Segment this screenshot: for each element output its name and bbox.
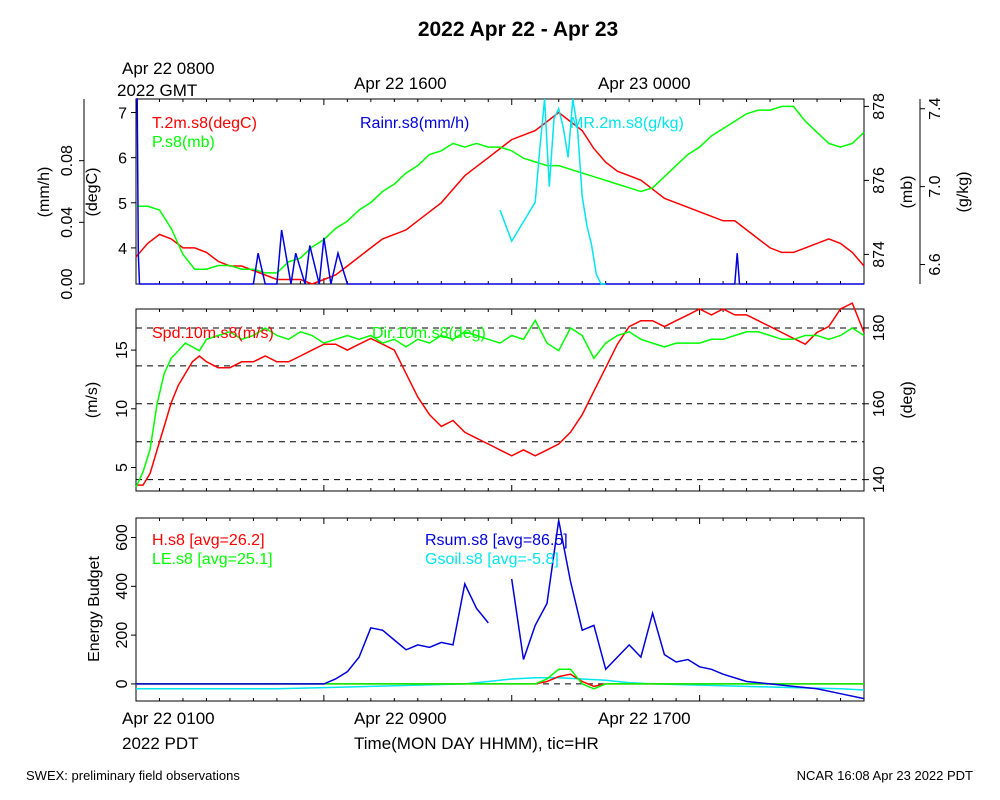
speed-axis-tick-label: 10	[114, 400, 131, 418]
legend-soil-heat: Gsoil.s8 [avg=-5.8]	[425, 551, 559, 568]
legend-temperature: T.2m.s8(degC)	[152, 115, 257, 132]
mr-axis-tick-label: 6.6	[927, 253, 944, 275]
top-time-label-start: Apr 22 0800	[122, 59, 215, 78]
legend-wind-direction: Dir.10m.s8(deg)	[372, 325, 486, 342]
temp-axis-tick-label: 4	[118, 241, 127, 258]
energy-axis-tick-label: 0	[114, 679, 131, 688]
top-time-label-start-year: 2022 GMT	[117, 81, 197, 100]
direction-axis-tick-label: 140	[871, 466, 888, 493]
mixing-ratio-line	[499, 98, 606, 285]
bottom-time-label-start: Apr 22 0100	[122, 709, 215, 728]
mr-axis-tick-label: 7.0	[927, 175, 944, 197]
bottom-time-label-start-zone: 2022 PDT	[122, 734, 199, 753]
energy-axis-tick-label: 200	[114, 622, 131, 649]
top-time-label-end: Apr 23 0000	[598, 74, 691, 93]
latent-heat-line	[136, 668, 864, 690]
wind-speed-line	[136, 302, 865, 486]
pres-axis-tick-label: 874	[871, 241, 888, 268]
radiation-sum-line	[136, 520, 865, 700]
temp-axis-tick-label: 5	[118, 196, 127, 213]
rain-axis-tick-label: 0.00	[59, 268, 76, 299]
speed-axis-tick-label: 15	[114, 341, 131, 359]
speed-axis-label: (m/s)	[84, 382, 101, 418]
legend-mixing-ratio: MR.2m.s8(g/kg)	[570, 115, 684, 132]
mr-axis-label: (g/kg)	[955, 172, 972, 213]
rain-axis-label: (mm/h)	[36, 167, 53, 218]
figure-title: 2022 Apr 22 - Apr 23	[418, 18, 618, 41]
rain-axis-tick-label: 0.08	[59, 145, 76, 176]
temp-axis-tick-label: 6	[118, 151, 127, 168]
temp-axis-label: (degC)	[84, 168, 101, 217]
pressure-line	[136, 105, 865, 274]
footer-timestamp: NCAR 16:08 Apr 23 2022 PDT	[796, 768, 973, 783]
rain-rate-line	[136, 98, 864, 285]
wind-direction-line	[135, 318, 865, 488]
direction-axis-label: (deg)	[899, 381, 916, 418]
mr-axis-tick-label: 7.4	[927, 98, 944, 120]
temp-axis-tick-label: 7	[118, 106, 127, 123]
speed-axis-tick-label: 5	[114, 463, 131, 472]
pres-axis-tick-label: 876	[871, 167, 888, 194]
energy-axis-label: Energy Budget	[86, 556, 103, 662]
rain-axis-tick-label: 0.04	[59, 207, 76, 238]
direction-axis-tick-label: 180	[871, 315, 888, 342]
legend-latent-heat: LE.s8 [avg=25.1]	[152, 551, 273, 568]
temperature-line	[135, 111, 865, 285]
legend-sensible-heat: H.s8 [avg=26.2]	[152, 532, 265, 549]
energy-panel: Energy Budget 0 200 400 600 H.s8 [avg=26.2]…	[86, 517, 865, 702]
energy-axis-tick-label: 400	[114, 573, 131, 600]
x-axis-title: Time(MON DAY HHMM), tic=HR	[354, 734, 599, 753]
bottom-time-label-end: Apr 22 1700	[598, 709, 691, 728]
legend-wind-speed: Spd.10m.s8(m/s)	[152, 325, 274, 342]
legend-pressure: P.s8(mb)	[152, 134, 215, 151]
legend-rain-rate: Rainr.s8(mm/h)	[360, 115, 469, 132]
pres-axis-label: (mb)	[899, 176, 916, 209]
bottom-time-label-mid: Apr 22 0900	[354, 709, 447, 728]
soil-heat-line	[136, 677, 865, 691]
pres-axis-tick-label: 878	[871, 93, 888, 120]
footer-source-note: SWEX: preliminary field observations	[26, 768, 240, 783]
met-panel: (mm/h) (degC) (mb) (g/kg) 0.00 0.04 0.08 4 5…	[36, 93, 972, 300]
energy-axis-tick-label: 600	[114, 524, 131, 551]
legend-radiation-sum: Rsum.s8 [avg=86.5]	[425, 532, 568, 549]
direction-axis-tick-label: 160	[871, 390, 888, 417]
top-time-label-mid: Apr 22 1600	[354, 74, 447, 93]
wind-panel: (m/s) (deg) 5 10 15 140 160 180 Spd.10m.s8(m/…	[84, 302, 916, 493]
